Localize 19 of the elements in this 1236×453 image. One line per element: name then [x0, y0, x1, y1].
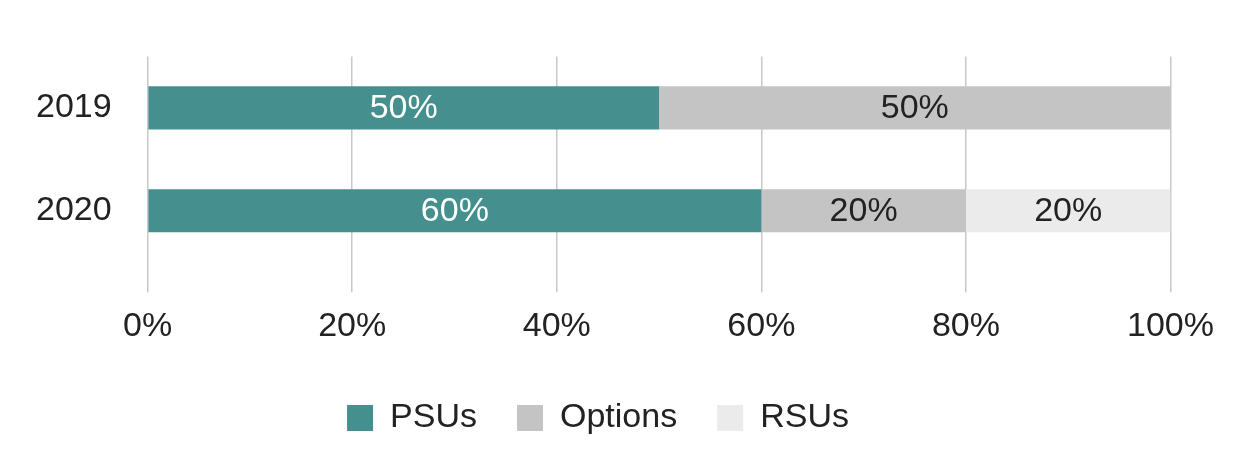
legend-label: PSUs: [390, 396, 477, 435]
x-tick-label: 20%: [318, 304, 387, 343]
bar: [965, 189, 1171, 233]
data-label: 50%: [880, 87, 949, 126]
bar: [148, 189, 762, 233]
y-tick-label: 2020: [36, 189, 112, 228]
x-tick-label: 60%: [727, 304, 796, 343]
legend-label: Options: [559, 396, 678, 435]
data-label: 20%: [1034, 190, 1103, 229]
x-tick-label: 40%: [522, 304, 591, 343]
x-tick-label: 80%: [931, 304, 1000, 343]
y-tick-label: 2019: [36, 86, 112, 125]
x-tick-label: 0%: [123, 304, 173, 343]
x-tick-label: 100%: [1127, 304, 1214, 343]
data-label: 20%: [829, 190, 898, 229]
legend-label: RSUs: [760, 396, 849, 435]
bar: [148, 86, 660, 130]
data-label: 60%: [420, 190, 489, 229]
data-label: 50%: [369, 87, 438, 126]
